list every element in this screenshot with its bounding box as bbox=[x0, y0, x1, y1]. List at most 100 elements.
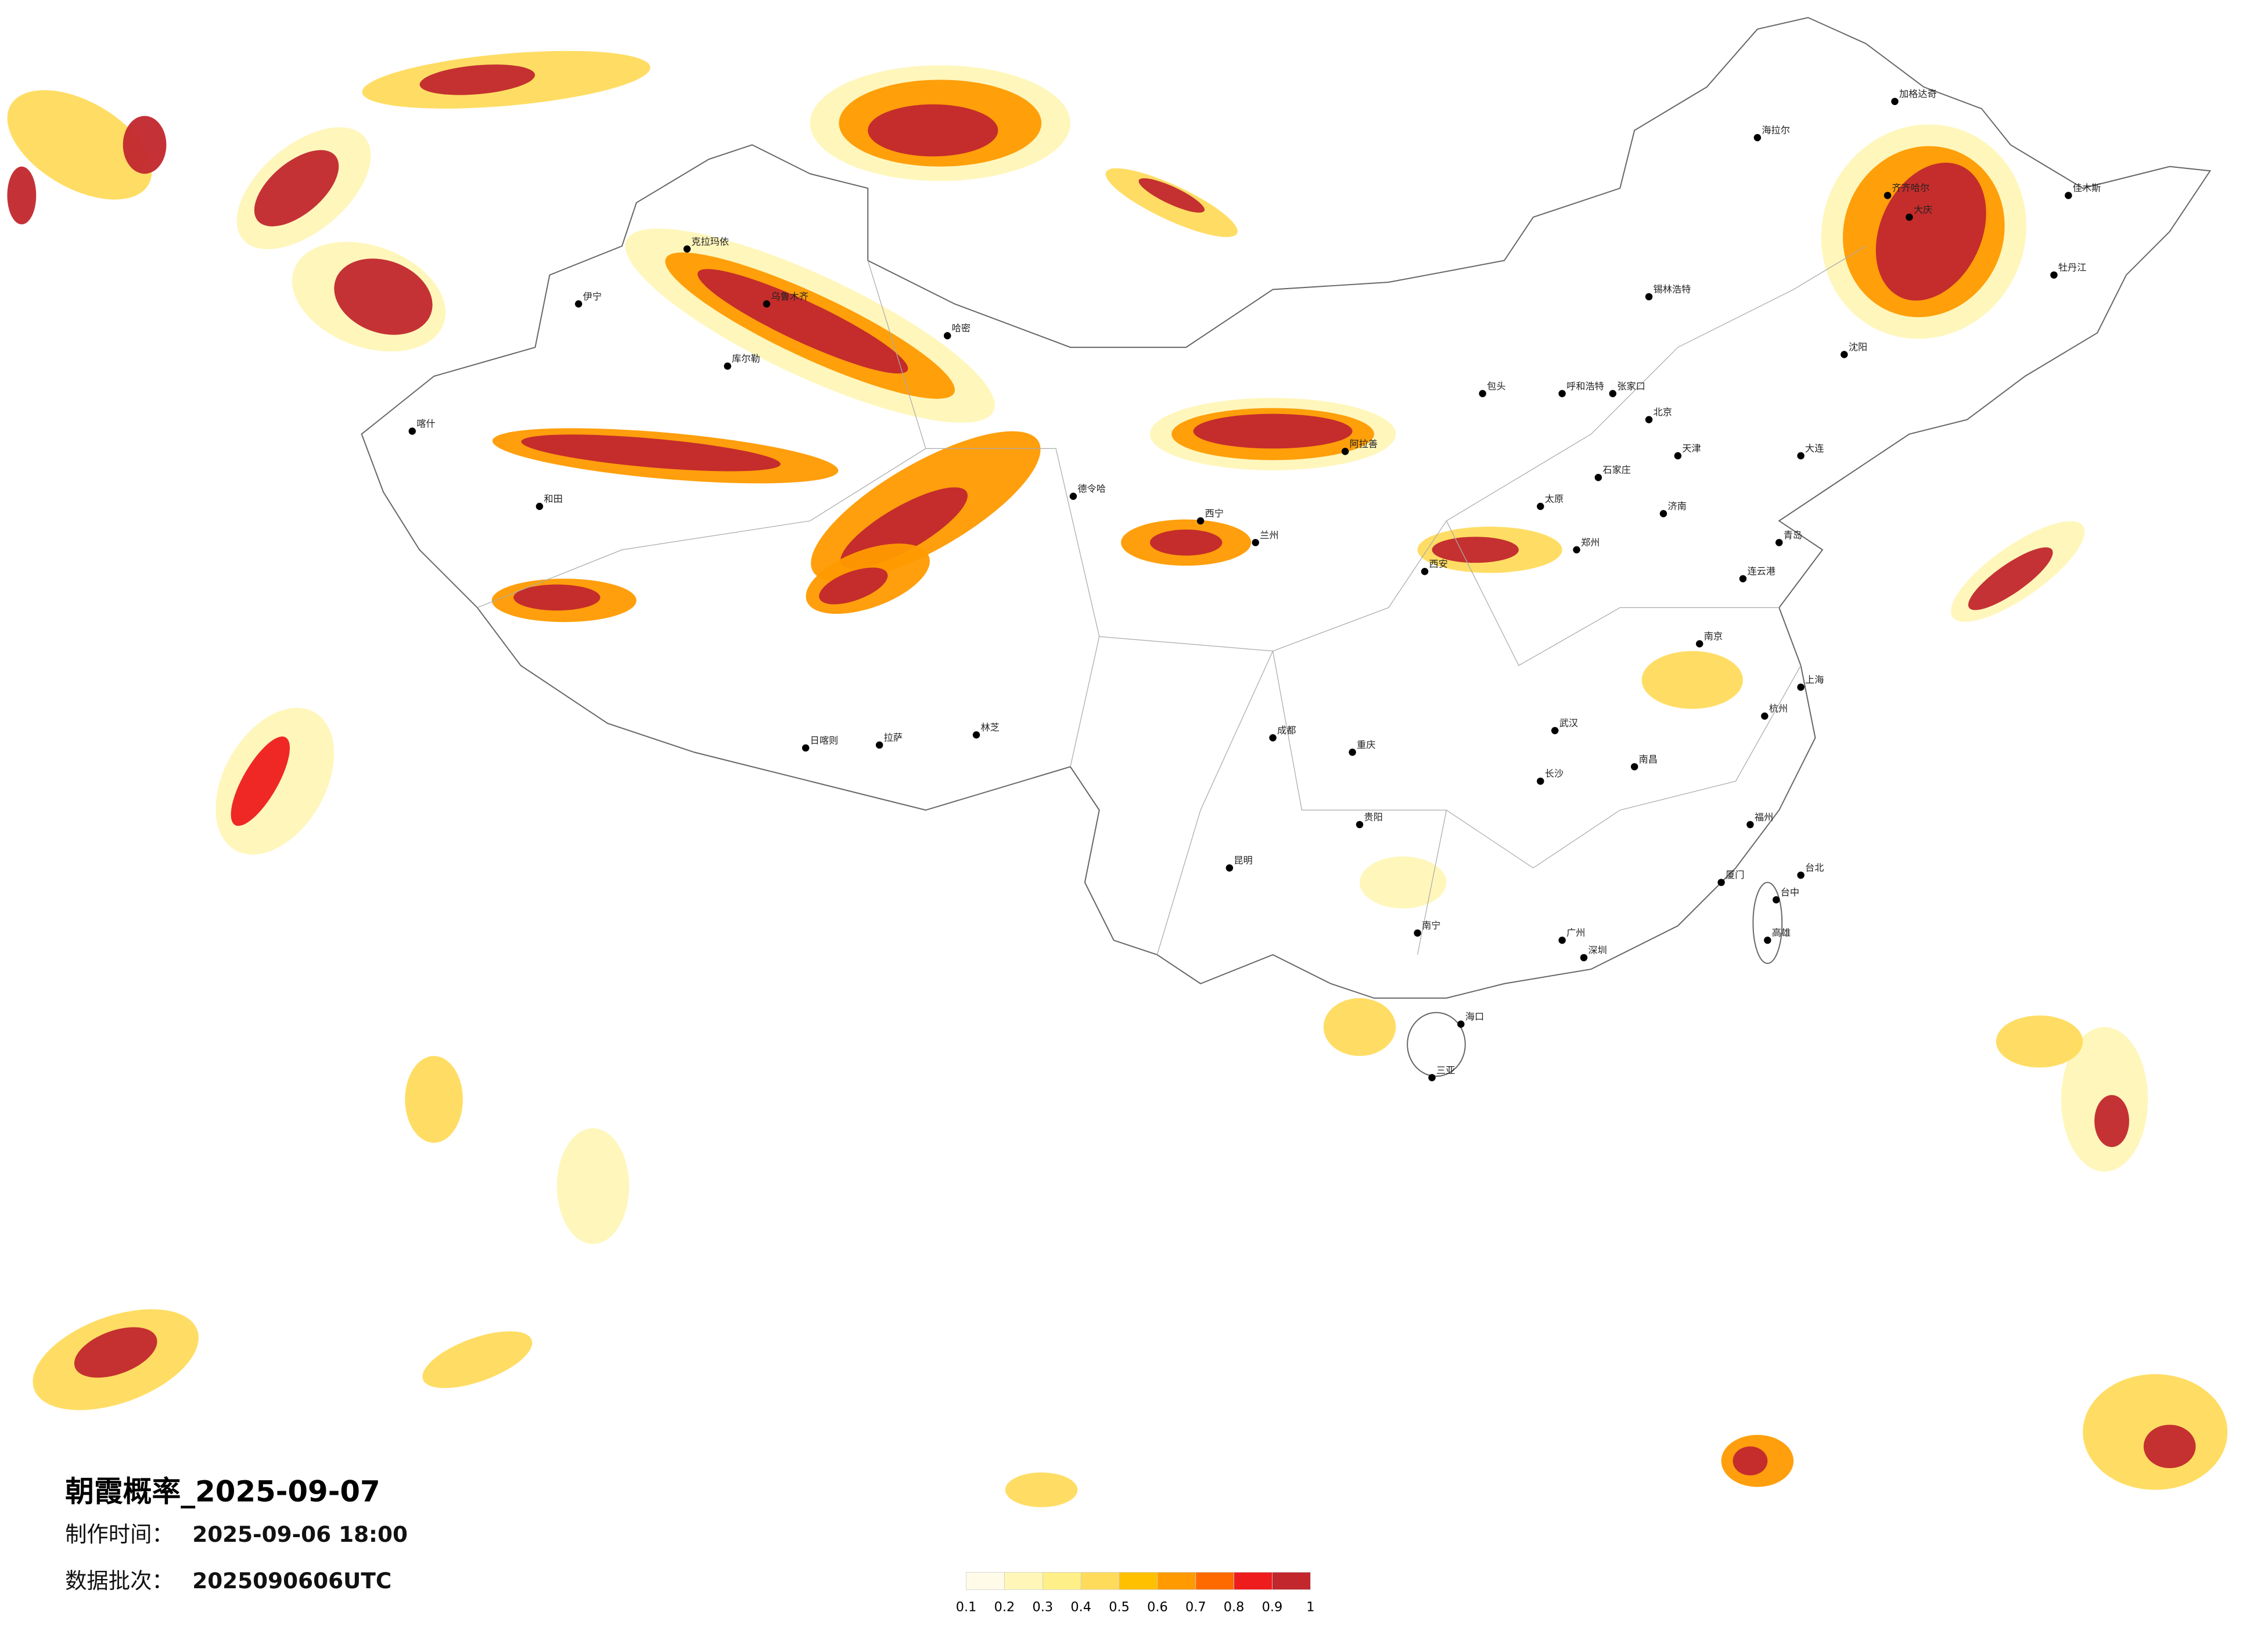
city-dot bbox=[1428, 1074, 1436, 1081]
city-dot bbox=[1797, 452, 1805, 460]
city-dot bbox=[1537, 502, 1544, 510]
taiwan bbox=[1752, 882, 1783, 965]
legend-swatch bbox=[1080, 1572, 1120, 1590]
city-dot bbox=[1797, 871, 1805, 879]
city-label: 天津 bbox=[1682, 443, 1701, 454]
city-dot bbox=[535, 502, 544, 510]
city-label: 阿拉善 bbox=[1350, 438, 1378, 449]
heat-area bbox=[1005, 1472, 1078, 1508]
city-dot bbox=[1609, 390, 1617, 398]
legend-tick: 0.1 bbox=[956, 1600, 977, 1615]
legend-swatch bbox=[1272, 1572, 1311, 1590]
city-dot bbox=[1764, 936, 1771, 944]
legend-swatch bbox=[1234, 1572, 1273, 1590]
heat-area bbox=[1360, 856, 1447, 909]
city-label: 厦门 bbox=[1726, 869, 1744, 880]
heat-area bbox=[254, 150, 339, 226]
city-label: 贵阳 bbox=[1364, 811, 1382, 822]
legend-tick: 0.5 bbox=[1109, 1600, 1130, 1615]
city-dot bbox=[801, 744, 810, 752]
city-dot bbox=[763, 300, 771, 308]
city-dot bbox=[1069, 492, 1077, 500]
city-label: 成都 bbox=[1277, 725, 1296, 736]
heat-area bbox=[2094, 1095, 2129, 1147]
heat-area bbox=[7, 166, 37, 225]
province-lines bbox=[477, 246, 1866, 955]
legend-tick: 0.2 bbox=[994, 1600, 1015, 1615]
city-label: 南昌 bbox=[1639, 754, 1658, 765]
legend-tick: 0.3 bbox=[1033, 1600, 1054, 1615]
city-dot bbox=[1421, 567, 1429, 575]
city-dot bbox=[1558, 390, 1566, 398]
city-label: 大庆 bbox=[1914, 204, 1932, 215]
city-dot bbox=[724, 362, 731, 370]
legend-swatch bbox=[1195, 1572, 1234, 1590]
city-dot bbox=[1717, 879, 1725, 886]
made-time: 2025-09-06 18:00 bbox=[192, 1521, 408, 1547]
city-label: 牡丹江 bbox=[2058, 262, 2087, 273]
city-label: 西安 bbox=[1429, 559, 1448, 570]
city-label: 伊宁 bbox=[583, 291, 602, 302]
legend: 0.1 0.2 0.3 0.4 0.5 0.6 0.7 0.8 0.9 1 bbox=[956, 1572, 1314, 1615]
city-dot bbox=[1537, 777, 1544, 785]
borders bbox=[361, 17, 2212, 1077]
city-label: 重庆 bbox=[1357, 739, 1375, 750]
city-dot bbox=[1884, 192, 1892, 199]
batch: 2025090606UTC bbox=[192, 1568, 391, 1593]
city-label: 库尔勒 bbox=[732, 353, 760, 364]
heat-area bbox=[1149, 529, 1223, 556]
city-label: 林芝 bbox=[981, 722, 1000, 733]
city-label: 锡林浩特 bbox=[1654, 283, 1691, 294]
city-dot bbox=[2065, 192, 2072, 199]
city-label: 呼和浩特 bbox=[1566, 380, 1604, 391]
city-dot bbox=[1797, 684, 1805, 691]
city-label: 长沙 bbox=[1545, 768, 1563, 779]
city-label: 西宁 bbox=[1205, 508, 1224, 519]
legend-tick: 0.6 bbox=[1147, 1600, 1168, 1615]
city-dot bbox=[1753, 134, 1762, 142]
city-label: 高雄 bbox=[1772, 927, 1791, 938]
city-dot bbox=[2050, 271, 2058, 279]
city-dot bbox=[1356, 821, 1364, 829]
legend-swatch bbox=[1004, 1572, 1043, 1590]
heat-area bbox=[419, 64, 535, 95]
city-label: 喀什 bbox=[416, 418, 435, 429]
batch-label: 数据批次： bbox=[65, 1568, 174, 1593]
city-dot bbox=[683, 245, 691, 253]
city-dot bbox=[1479, 390, 1486, 398]
legend-tick: 0.7 bbox=[1185, 1600, 1206, 1615]
made-label: 制作时间： bbox=[65, 1521, 174, 1547]
legend-tick: 0.9 bbox=[1262, 1600, 1283, 1615]
city-label: 和田 bbox=[544, 494, 562, 505]
city-label: 武汉 bbox=[1559, 718, 1578, 729]
heat-area bbox=[556, 1128, 630, 1244]
city-dot bbox=[1773, 896, 1780, 904]
city-label: 海口 bbox=[1465, 1011, 1484, 1022]
city-label: 杭州 bbox=[1769, 703, 1788, 714]
city-label: 沈阳 bbox=[1849, 341, 1867, 352]
city-label: 佳木斯 bbox=[2073, 182, 2101, 193]
city-dot bbox=[875, 741, 883, 749]
city-label: 三亚 bbox=[1436, 1064, 1455, 1075]
heat-area bbox=[698, 269, 908, 374]
city-dot bbox=[1349, 749, 1356, 756]
heat-area bbox=[1432, 537, 1519, 563]
legend-swatch bbox=[1042, 1572, 1081, 1590]
city-label: 大连 bbox=[1805, 443, 1824, 454]
city-dot bbox=[1841, 351, 1848, 358]
heat-area bbox=[1968, 547, 2053, 610]
heat-area bbox=[123, 116, 167, 174]
heat-area bbox=[334, 258, 433, 335]
heat-area bbox=[7, 90, 152, 200]
heat-area bbox=[422, 1331, 533, 1388]
legend-tick: 0.8 bbox=[1224, 1600, 1245, 1615]
heat-area bbox=[1323, 998, 1396, 1056]
heat-layer bbox=[7, 51, 2228, 1508]
heat-area bbox=[819, 567, 888, 605]
city-dot bbox=[1252, 539, 1259, 546]
city-label: 齐齐哈尔 bbox=[1892, 182, 1929, 193]
heat-area bbox=[868, 104, 998, 157]
hainan bbox=[1407, 1012, 1466, 1077]
city-label: 张家口 bbox=[1617, 380, 1645, 391]
